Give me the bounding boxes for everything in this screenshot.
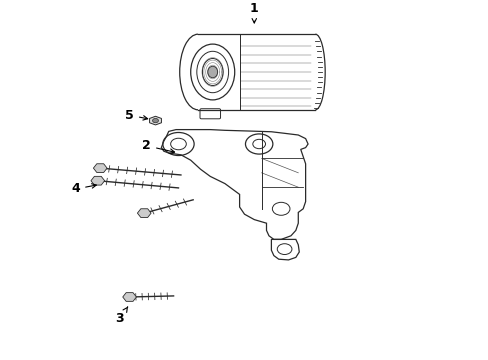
Polygon shape [93, 164, 107, 172]
Circle shape [152, 118, 158, 123]
Text: 1: 1 [249, 3, 258, 23]
Ellipse shape [207, 66, 217, 78]
Polygon shape [137, 209, 151, 217]
Polygon shape [91, 176, 104, 185]
Text: 3: 3 [115, 307, 127, 325]
Text: 4: 4 [71, 183, 96, 195]
Polygon shape [149, 116, 161, 125]
Polygon shape [122, 293, 136, 301]
Text: 2: 2 [142, 139, 174, 153]
Text: 5: 5 [125, 109, 147, 122]
